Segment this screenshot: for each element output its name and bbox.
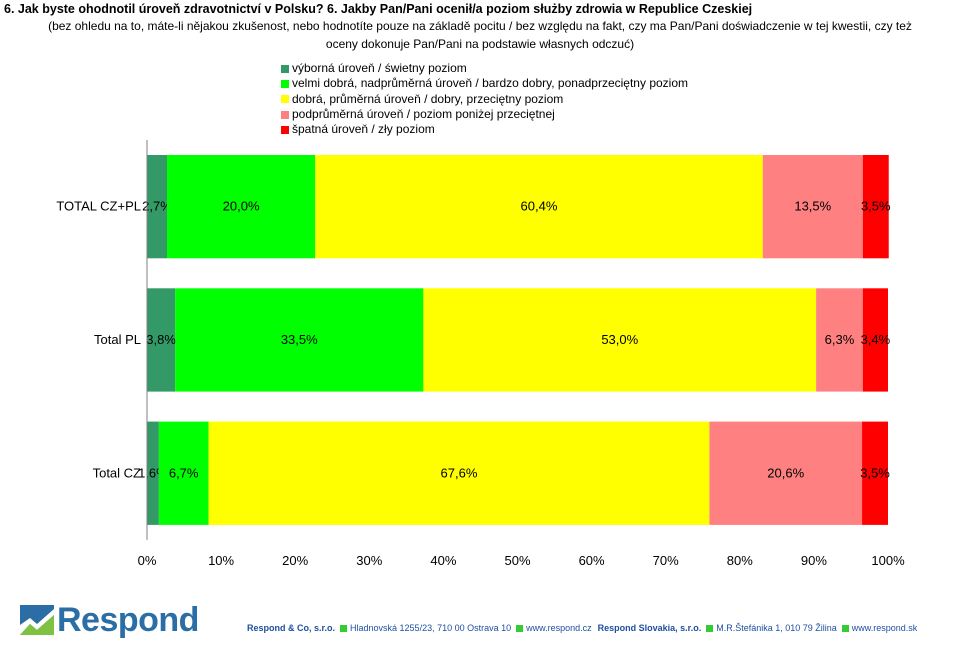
bar-segment	[147, 421, 159, 525]
bar-segment	[862, 155, 889, 259]
x-tick-label: 10%	[208, 553, 234, 568]
x-tick-label: 60%	[579, 553, 605, 568]
data-label: 2,7%	[142, 199, 172, 214]
data-label: 6,3%	[825, 332, 855, 347]
chart-subtitle: (bez ohledu na to, máte-li nějakou zkuše…	[48, 19, 912, 51]
legend-swatch	[281, 125, 289, 134]
legend-swatch	[281, 95, 289, 104]
bar-segment	[175, 288, 424, 392]
legend-item: velmi dobrá, nadprůměrná úroveň / bardzo…	[281, 76, 688, 91]
footer-company-cz: Respond & Co, s.r.o.	[247, 623, 336, 633]
bar-segment	[762, 155, 863, 259]
data-label: 53,0%	[601, 332, 638, 347]
legend-item: podprůměrná úroveň / poziom poniżej prze…	[281, 107, 688, 122]
x-tick-label: 50%	[504, 553, 530, 568]
footer-web-sk[interactable]: www.respond.sk	[851, 623, 918, 633]
legend-label: podprůměrná úroveň / poziom poniżej prze…	[292, 106, 555, 121]
category-label: Total CZ	[93, 465, 141, 480]
legend-item: dobrá, průměrná úroveň / dobry, przecięt…	[281, 92, 688, 107]
bar-segment	[816, 288, 863, 392]
data-label: 3,5%	[860, 465, 890, 480]
bar-segment	[147, 288, 176, 392]
bar-segment	[158, 421, 209, 525]
chart-title: 6. Jak byste ohodnotil úroveň zdravotnic…	[4, 2, 753, 16]
data-label: 20,0%	[223, 199, 260, 214]
x-tick-label: 90%	[801, 553, 827, 568]
bar-segment	[862, 288, 888, 392]
legend-label: dobrá, průměrná úroveň / dobry, przecięt…	[292, 91, 564, 106]
bar-segment	[208, 421, 710, 525]
footer-web-cz[interactable]: www.respond.cz	[526, 623, 592, 633]
data-label: 3,5%	[861, 199, 891, 214]
x-tick-label: 40%	[430, 553, 456, 568]
data-label: 20,6%	[767, 465, 804, 480]
footer-bullet	[841, 624, 849, 632]
respond-logo-icon	[20, 605, 54, 635]
x-tick-label: 0%	[138, 553, 157, 568]
x-tick-label: 70%	[653, 553, 679, 568]
legend-item: špatná úroveň / zły poziom	[281, 122, 688, 137]
bar-segment	[423, 288, 817, 392]
legend-label: výborná úroveň / świetny poziom	[292, 61, 467, 75]
data-label: 60,4%	[521, 199, 558, 214]
bar-segment	[147, 155, 168, 259]
stacked-bar-chart: 2,7% 20,0% 60,4% 13,5% 3,5% TOTAL CZ+PL 3,8% 33…	[56, 140, 905, 568]
bar-segment	[862, 421, 888, 525]
footer-address-cz: Hladnovská 1255/23, 710 00 Ostrava 10	[350, 623, 512, 633]
footer-bullet	[516, 624, 524, 632]
bar-segment	[709, 421, 863, 525]
x-tick-label: 100%	[871, 553, 905, 568]
footer-bullet	[706, 624, 714, 632]
data-label: 3,8%	[146, 332, 176, 347]
footer-bullet	[340, 624, 348, 632]
respond-logo: Respond	[20, 600, 199, 639]
legend-item: výborná úroveň / świetny poziom	[281, 61, 688, 76]
footer: Respond & Co, s.r.o. Hladnovská 1255/23,…	[247, 623, 917, 633]
x-tick-label: 30%	[356, 553, 382, 568]
x-tick-label: 80%	[727, 553, 753, 568]
category-label: TOTAL CZ+PL	[56, 199, 141, 214]
x-tick-label: 20%	[282, 553, 308, 568]
bar-segment	[315, 155, 763, 259]
legend-label: špatná úroveň / zły poziom	[292, 122, 435, 137]
legend-swatch	[281, 110, 289, 119]
data-label: 13,5%	[794, 199, 831, 214]
footer-address-sk: M.R.Štefánika 1, 010 79 Žilina	[716, 623, 837, 633]
legend: výborná úroveň / świetny poziom velmi do…	[281, 61, 688, 137]
legend-swatch	[281, 64, 289, 73]
footer-company-sk: Respond Slovakia, s.r.o.	[597, 623, 702, 633]
data-label: 33,5%	[281, 332, 318, 347]
legend-label: velmi dobrá, nadprůměrná úroveň / bardzo…	[292, 76, 688, 91]
data-label: 3,4%	[861, 332, 891, 347]
category-label: Total PL	[94, 332, 141, 347]
data-label: 67,6%	[441, 465, 478, 480]
bar-segment	[167, 155, 316, 259]
respond-logo-text: Respond	[57, 600, 199, 639]
legend-swatch	[281, 79, 289, 88]
data-label: 6,7%	[169, 465, 199, 480]
